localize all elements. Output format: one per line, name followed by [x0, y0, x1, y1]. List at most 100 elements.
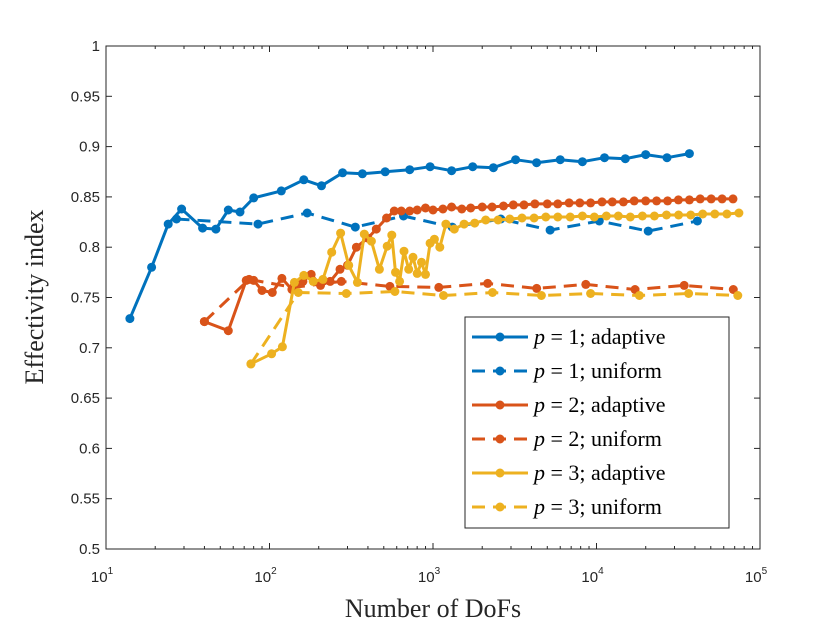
data-point — [335, 264, 345, 274]
legend-label: p = 1; uniform — [532, 358, 662, 383]
legend-marker — [495, 332, 505, 342]
data-point — [267, 349, 277, 359]
data-point — [235, 207, 245, 217]
y-tick-label: 0.5 — [79, 541, 100, 558]
data-point — [249, 193, 259, 203]
data-point — [425, 162, 435, 172]
legend-label: p = 3; adaptive — [532, 460, 666, 485]
data-point — [692, 216, 702, 226]
y-axis-ticks: 0.5 0.55 0.6 0.65 0.7 0.75 0.8 0.85 0.9 0.95 1 — [71, 38, 760, 558]
y-tick-label: 0.7 — [79, 340, 100, 357]
data-point — [382, 241, 392, 251]
data-point — [163, 219, 173, 229]
data-point — [641, 150, 651, 160]
data-point — [695, 194, 705, 204]
data-point — [577, 211, 587, 221]
data-point — [408, 252, 418, 262]
data-point — [404, 264, 414, 274]
data-point — [586, 198, 596, 208]
data-point — [553, 212, 563, 222]
data-point — [449, 224, 459, 234]
data-point — [542, 199, 552, 209]
data-point — [327, 247, 337, 257]
data-point — [336, 228, 346, 238]
data-point — [536, 291, 546, 300]
data-point — [396, 206, 406, 216]
data-point — [357, 169, 367, 179]
data-point — [428, 205, 438, 215]
y-axis-label: Effectivity index — [20, 210, 49, 385]
data-point — [253, 219, 263, 229]
y-tick-label: 0.95 — [71, 88, 100, 105]
data-point — [684, 289, 694, 298]
data-point — [338, 168, 348, 178]
data-point — [147, 262, 157, 272]
data-point — [366, 236, 376, 246]
legend-label: p = 3; uniform — [532, 494, 662, 519]
legend-label: p = 1; adaptive — [532, 324, 666, 349]
data-point — [662, 210, 671, 220]
data-point — [734, 208, 744, 218]
data-point — [529, 213, 539, 223]
data-point — [505, 214, 515, 224]
data-point — [447, 202, 457, 212]
data-point — [613, 211, 623, 221]
data-point — [405, 165, 415, 175]
data-point — [686, 210, 696, 220]
data-point — [336, 276, 346, 286]
data-point — [412, 268, 422, 278]
data-point — [459, 219, 469, 229]
data-point — [417, 257, 426, 267]
data-point — [530, 199, 540, 209]
y-tick-label: 0.65 — [71, 390, 100, 407]
data-point — [586, 289, 596, 298]
data-point — [663, 196, 673, 206]
data-point — [293, 288, 303, 297]
data-point — [564, 198, 574, 208]
data-point — [597, 197, 607, 207]
data-point — [477, 202, 487, 212]
data-point — [565, 212, 575, 222]
data-point — [641, 196, 651, 206]
data-point — [277, 273, 287, 283]
data-point — [466, 203, 476, 213]
data-point — [387, 230, 397, 240]
data-point — [555, 155, 565, 165]
data-point — [620, 154, 630, 164]
data-point — [421, 269, 430, 279]
data-point — [733, 291, 743, 300]
data-point — [199, 317, 209, 327]
y-tick-label: 0.75 — [71, 290, 100, 307]
data-point — [684, 149, 694, 159]
data-point — [223, 205, 233, 215]
data-point — [629, 196, 639, 206]
data-point — [223, 326, 233, 336]
data-point — [457, 204, 467, 214]
data-point — [649, 211, 659, 221]
data-point — [575, 198, 585, 208]
data-point — [674, 210, 684, 220]
data-point — [246, 359, 256, 369]
data-point — [317, 181, 326, 191]
data-point — [541, 212, 551, 222]
x-axis-label: Number of DoFs — [345, 594, 521, 623]
data-point — [589, 212, 599, 222]
data-point — [698, 209, 708, 219]
data-point — [177, 204, 187, 214]
data-point — [468, 162, 478, 172]
x-tick-label: 104 — [581, 566, 604, 586]
data-point — [429, 234, 439, 244]
data-point — [710, 209, 720, 219]
data-point — [637, 211, 647, 221]
data-point — [679, 280, 689, 290]
data-point — [439, 291, 448, 300]
data-point — [545, 225, 555, 235]
data-point — [601, 211, 611, 221]
data-point — [350, 222, 360, 232]
data-point — [508, 200, 518, 210]
x-tick-label: 101 — [91, 566, 114, 586]
data-point — [487, 202, 497, 212]
data-point — [728, 194, 738, 204]
data-point — [643, 226, 653, 236]
